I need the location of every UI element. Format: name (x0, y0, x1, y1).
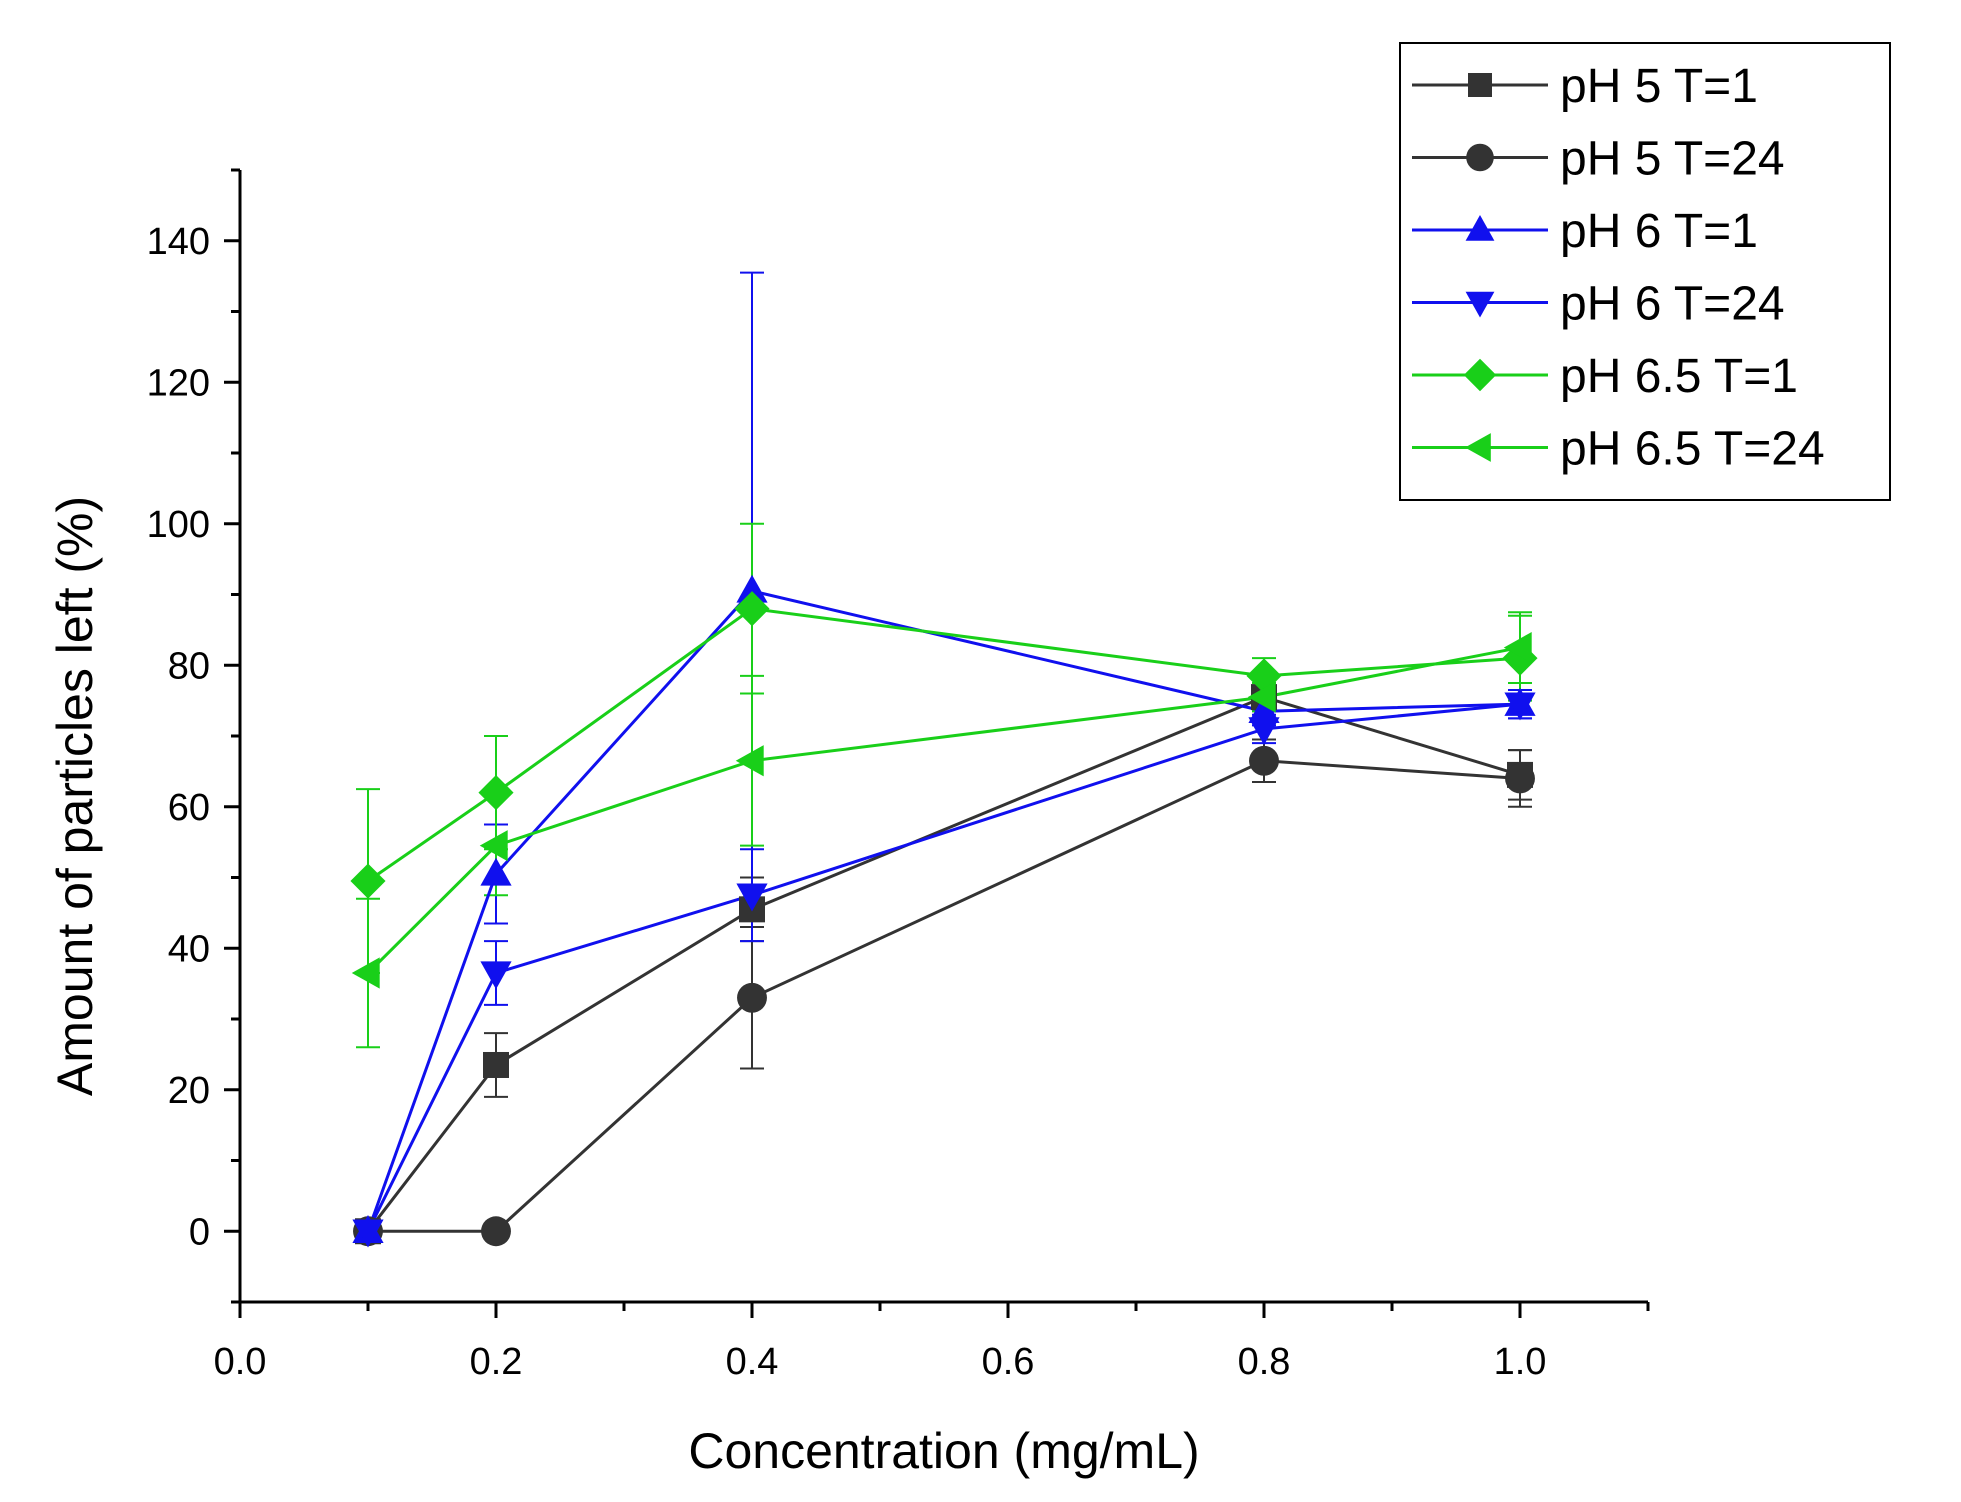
x-tick-label: 1.0 (1494, 1341, 1547, 1383)
legend-marker (1468, 73, 1492, 97)
series-line (366, 646, 1521, 975)
y-tick-label: 120 (147, 362, 210, 404)
data-point (736, 883, 768, 912)
x-axis-title: Concentration (mg/mL) (688, 1423, 1199, 1479)
axes: 0.0 0.2 0.4 0.6 0.8 1.0 0 20 40 60 80 100 120 140 (147, 168, 1650, 1383)
x-tick-label: 0.2 (470, 1341, 523, 1383)
y-tick-label: 0 (189, 1211, 210, 1253)
x-tick-label: 0.8 (1238, 1341, 1291, 1383)
data-point (483, 1051, 509, 1078)
series-line (367, 607, 1521, 883)
y-tick-label: 140 (147, 221, 210, 263)
data-point (350, 863, 386, 899)
y-axis-title: Amount of particles left (%) (47, 496, 103, 1096)
data-point (1504, 692, 1536, 721)
y-tick-label: 100 (147, 504, 210, 546)
x-tick-label: 0.4 (726, 1341, 779, 1383)
legend: pH 5 T=1 pH 5 T=24 pH 6 T=1 pH 6 T=24 pH 6.5… (1399, 42, 1891, 501)
data-point (1247, 681, 1276, 713)
legend-label: pH 6.5 T=1 (1560, 350, 1798, 403)
y-tick-label: 20 (168, 1070, 210, 1112)
data-point (351, 957, 380, 989)
data-point (481, 1216, 511, 1247)
legend-marker (1465, 433, 1491, 462)
data-point (737, 982, 767, 1013)
legend-label: pH 6 T=24 (1560, 278, 1785, 331)
legend-label: pH 6 T=1 (1560, 205, 1758, 258)
legend-marker (1465, 291, 1495, 318)
legend-label: pH 5 T=24 (1560, 133, 1785, 186)
data-point (1248, 717, 1280, 746)
legend-marker (1466, 143, 1494, 172)
data-point (736, 574, 768, 603)
series-markers (350, 574, 1538, 1248)
x-tick-label: 0.0 (214, 1341, 267, 1383)
data-point (1503, 631, 1532, 664)
data-point (480, 961, 512, 990)
legend-marker (1463, 358, 1497, 392)
series-lines (366, 589, 1521, 1233)
legend-marker (1465, 215, 1495, 241)
error-bars (356, 271, 1532, 1098)
legend-label: pH 5 T=1 (1560, 60, 1758, 113)
series-line (366, 702, 1521, 1232)
data-point (480, 857, 512, 886)
data-point (735, 745, 764, 777)
data-point (478, 775, 514, 811)
series-line (366, 589, 1521, 1232)
y-tick-label: 40 (168, 928, 210, 970)
legend-box (1399, 42, 1891, 501)
y-tick-label: 60 (168, 787, 210, 829)
data-point (352, 1219, 384, 1248)
y-tick-label: 80 (168, 645, 210, 687)
data-point (1249, 745, 1279, 776)
data-point (1248, 694, 1280, 723)
legend-label: pH 6.5 T=24 (1560, 423, 1825, 476)
data-point (479, 830, 508, 862)
x-tick-label: 0.6 (982, 1341, 1035, 1383)
data-point (734, 591, 770, 627)
series-line (366, 695, 1521, 1233)
data-point (1505, 763, 1535, 794)
